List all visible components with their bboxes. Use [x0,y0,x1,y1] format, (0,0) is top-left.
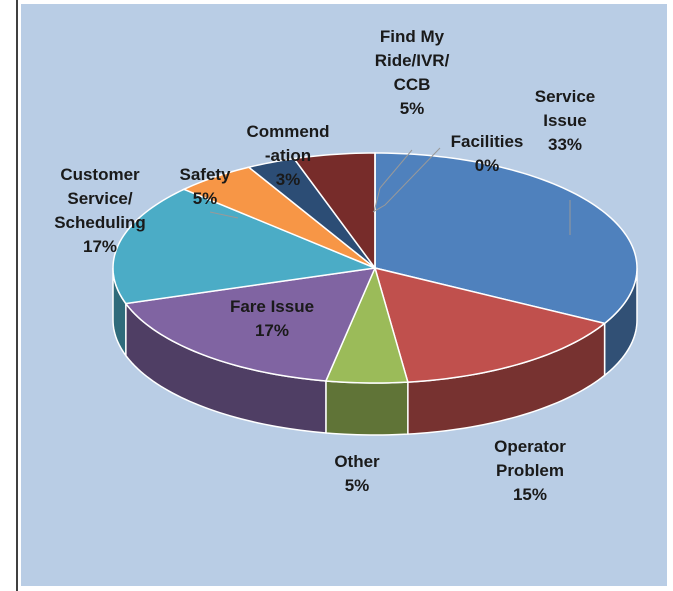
data-label: Fare Issue 17% [230,295,314,343]
label-name: Fare Issue [229,297,315,316]
slice [112,188,378,305]
label-value: 3% [275,170,301,189]
label-value: 0% [474,156,500,175]
data-label: Service Issue 33% [535,85,596,157]
data-label: Commend -ation 3% [246,120,329,192]
slice [292,152,376,271]
data-label: Operator Problem 15% [494,435,566,507]
slice-side [325,380,409,436]
slice [324,265,409,384]
label-name: Facilities [450,132,524,151]
slice [124,267,377,382]
label-value: 5% [192,189,218,208]
slice [247,157,376,269]
label-name: Service Issue [534,87,596,130]
label-value: 5% [399,99,425,118]
label-name: Operator Problem [494,437,566,480]
data-label: Facilities 0% [451,130,524,178]
label-value: 33% [547,135,583,154]
data-label: Find My Ride/IVR/ CCB 5% [375,25,450,121]
leader-line [373,149,413,213]
data-label: Other 5% [334,450,379,498]
label-name: Other [334,452,380,471]
data-label: Safety 5% [179,163,230,211]
leader-line [209,211,239,219]
data-label: Customer Service/ Scheduling 17% [54,163,146,259]
label-name: Find My Ride/IVR/ CCB [374,27,450,94]
slice [374,152,638,325]
slice [182,166,376,269]
slice [373,266,607,383]
label-name: Commend -ation [246,122,330,165]
label-value: 5% [344,476,370,495]
label-value: 15% [512,485,548,504]
leader-line [372,147,441,213]
label-value: 17% [254,321,290,340]
label-name: Safety [179,165,231,184]
label-value: 17% [82,237,118,256]
label-name: Customer Service/ Scheduling [54,165,146,232]
